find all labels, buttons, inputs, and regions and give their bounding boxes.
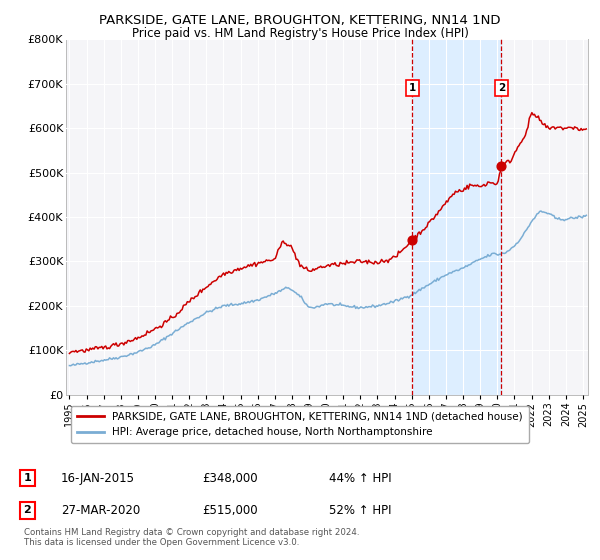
Text: 52% ↑ HPI: 52% ↑ HPI: [329, 504, 391, 517]
Text: 1: 1: [23, 473, 31, 483]
Text: 16-JAN-2015: 16-JAN-2015: [61, 472, 135, 484]
Legend: PARKSIDE, GATE LANE, BROUGHTON, KETTERING, NN14 1ND (detached house), HPI: Avera: PARKSIDE, GATE LANE, BROUGHTON, KETTERIN…: [71, 406, 529, 444]
Text: £515,000: £515,000: [202, 504, 258, 517]
Bar: [412, 39, 502, 395]
Text: 2: 2: [23, 505, 31, 515]
Text: £348,000: £348,000: [202, 472, 258, 484]
Text: 2: 2: [498, 83, 505, 93]
Text: Price paid vs. HM Land Registry's House Price Index (HPI): Price paid vs. HM Land Registry's House …: [131, 27, 469, 40]
Text: 44% ↑ HPI: 44% ↑ HPI: [329, 472, 391, 484]
Text: 1: 1: [409, 83, 416, 93]
Text: PARKSIDE, GATE LANE, BROUGHTON, KETTERING, NN14 1ND: PARKSIDE, GATE LANE, BROUGHTON, KETTERIN…: [99, 14, 501, 27]
Point: [407, 236, 417, 245]
Text: Contains HM Land Registry data © Crown copyright and database right 2024.
This d: Contains HM Land Registry data © Crown c…: [23, 528, 359, 548]
Text: 27-MAR-2020: 27-MAR-2020: [61, 504, 140, 517]
Point: [497, 161, 506, 170]
